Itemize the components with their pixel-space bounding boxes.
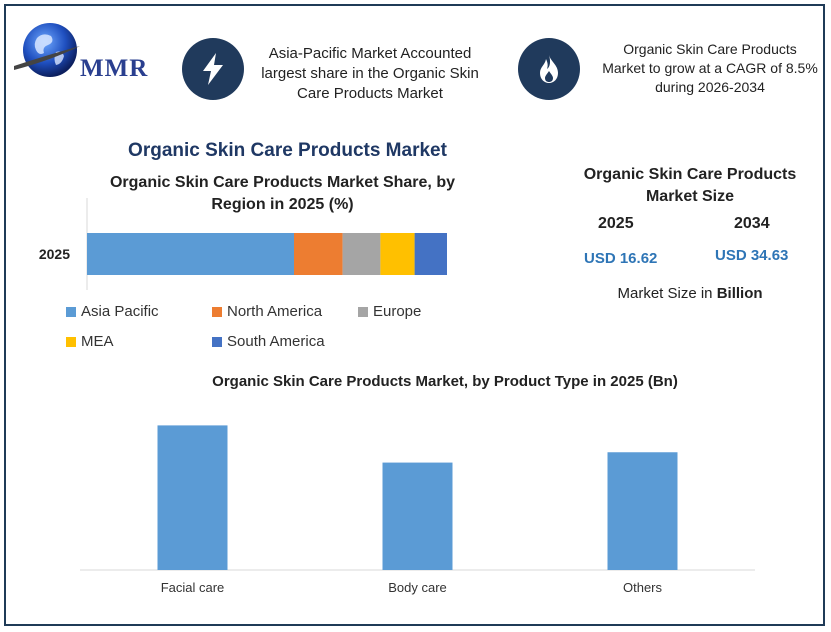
region-chart-title: Organic Skin Care Products Market Share,…: [109, 174, 455, 213]
region-share-chart: 2025: [39, 198, 447, 290]
value-2025: USD 16.62: [584, 250, 658, 267]
legend-label-1: North America: [227, 303, 323, 320]
region-bar-segment-0: [87, 233, 294, 275]
market-size-title: Organic Skin Care Products Market Size: [583, 166, 797, 205]
legend-label-3: MEA: [81, 333, 114, 350]
year-2025-label: 2025: [598, 215, 634, 232]
product-chart-title: Organic Skin Care Products Market, by Pr…: [212, 373, 678, 390]
legend-item-3: MEA: [66, 333, 114, 350]
page-title: Organic Skin Care Products Market: [128, 140, 447, 161]
product-category-label-0: Facial care: [161, 580, 225, 595]
market-size-unit-note: Market Size in Billion: [575, 285, 805, 302]
legend-swatch-1: [212, 306, 222, 317]
globe-logo-icon: [14, 23, 80, 77]
product-type-chart: Facial care Body care Others: [80, 425, 755, 595]
legend-item-1: North America: [212, 303, 322, 320]
legend-item-0: Asia Pacific: [66, 303, 159, 320]
info2-icon-circle: [518, 38, 580, 100]
region-bar-segment-3: [380, 233, 415, 275]
product-category-label-1: Body care: [388, 580, 447, 595]
region-category-label: 2025: [39, 246, 70, 262]
legend-swatch-4: [212, 336, 222, 347]
legend-swatch-3: [66, 336, 76, 347]
region-legend: Asia Pacific North America Europe MEA South …: [66, 303, 446, 353]
product-bar-1: [382, 462, 453, 570]
region-bar-segment-1: [294, 233, 343, 275]
region-bar-segment-4: [414, 233, 447, 275]
flame-icon: [540, 55, 558, 83]
legend-item-2: Europe: [358, 303, 421, 320]
unit-prefix: Market Size in: [617, 285, 717, 302]
info1-icon-circle: [182, 38, 244, 100]
legend-label-2: Europe: [373, 303, 422, 320]
legend-swatch-2: [358, 306, 368, 317]
legend-label-0: Asia Pacific: [81, 303, 159, 320]
lightning-icon: [203, 53, 223, 85]
unit-bold: Billion: [716, 285, 763, 302]
logo-text: MMR: [80, 55, 149, 82]
year-2034-label: 2034: [734, 215, 770, 232]
legend-label-4: South America: [227, 333, 325, 350]
legend-swatch-0: [66, 306, 76, 317]
product-category-label-2: Others: [623, 580, 663, 595]
value-2034: USD 34.63: [715, 247, 789, 264]
region-bar-segment-2: [342, 233, 381, 275]
product-bar-0: [157, 425, 228, 570]
info2-text: Organic Skin Care Products Market to gro…: [602, 41, 818, 95]
product-bar-2: [607, 452, 678, 570]
legend-item-4: South America: [212, 333, 325, 350]
info1-text: Asia-Pacific Market Accounted largest sh…: [261, 45, 479, 102]
